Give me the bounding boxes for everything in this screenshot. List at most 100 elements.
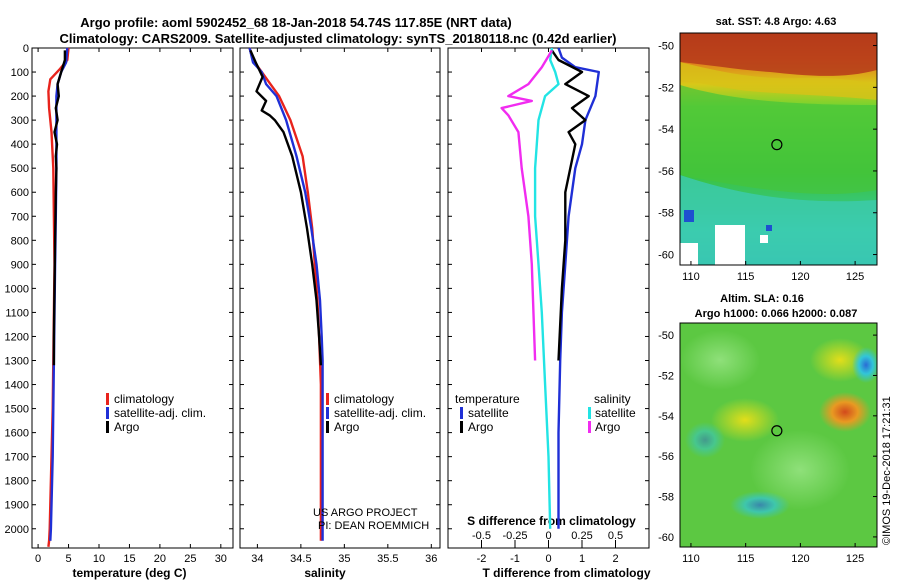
map-y-tick-label: -52 [658,82,674,94]
x-tick-label: 20 [154,553,166,565]
y-tick-label: 1700 [5,452,29,464]
salinity-panel: 34 34.5 35 35.5 36 salinity [239,47,441,580]
sla-map-title-2: Argo h1000: 0.066 h2000: 0.087 [695,308,858,320]
difference-legend: temperature satellite Argo salinity sate… [455,392,636,434]
sla-cyan-blob [685,422,725,458]
secondary-tick-label: 0.25 [571,530,592,542]
sla-light-blob [680,330,760,390]
map-x-tick-label: 125 [846,553,864,565]
x-tick-label: -1 [510,553,520,565]
map-x-tick-label: 120 [791,553,809,565]
x-tick-label: 25 [184,553,196,565]
sst-dark-pixels [766,225,772,231]
legend-climatology-swatch [326,393,329,405]
legend-t-argo-swatch [460,421,463,433]
secondary-axis-label: S difference from climatology [467,514,636,528]
sst-yellow-band [680,62,877,100]
y-tick-label: 2000 [5,524,29,536]
map-x-tick-label: 115 [737,271,755,283]
map-y-tick-label: -60 [658,532,674,544]
plot-frame [31,47,234,549]
y-tick-label: 1800 [5,476,29,488]
project-credit-line-2: PI: DEAN ROEMMICH [318,520,429,532]
sla-yellow-blob [711,398,779,442]
sla-cyan-blob [852,347,877,383]
sla-map-axes: 110 115 120 125 -50 -52 -54 -56 -58 -60 [658,330,877,565]
series-line-t-satellite [557,47,600,529]
series-line-s-argo [500,49,553,361]
y-tick-label: 700 [11,211,29,223]
x-tick-label: 35.5 [377,553,398,565]
legend-s-satellite-swatch [588,407,591,419]
legend-s-argo-label: Argo [595,420,621,434]
imos-credit: ©IMOS 19-Dec-2018 17:21:31 [881,396,893,545]
x-axis-label: salinity [304,566,346,580]
y-tick-label: 100 [11,67,29,79]
sla-map-frame [679,322,878,548]
x-axis-label: T difference from climatology [482,566,650,580]
secondary-tick-label: -0.5 [472,530,491,542]
series-line-s-satellite [533,47,560,529]
x-tick-label: 36 [425,553,437,565]
y-tick-label: 1100 [5,307,29,319]
map-y-tick-label: -50 [658,41,674,53]
plot-frame [239,47,441,549]
map-x-tick-label: 110 [682,553,700,565]
y-tick-label: 200 [11,91,29,103]
secondary-tick-label: 0.5 [608,530,623,542]
y-tick-label: 900 [11,259,29,271]
salinity-legend: climatology satellite-adj. clim. Argo [326,392,426,434]
y-tick-label: 1600 [5,428,29,440]
map-y-tick-label: -56 [658,451,674,463]
temperature-legend: climatology satellite-adj. clim. Argo [106,392,206,434]
series-line-argo [52,50,67,366]
map-x-tick-label: 115 [737,553,755,565]
float-position-marker [771,425,783,437]
legend-argo-swatch [326,421,329,433]
legend-s-satellite-label: satellite [595,406,636,420]
sst-missing-patch [760,235,768,243]
legend-s-argo-swatch [588,421,591,433]
map-y-tick-label: -52 [658,370,674,382]
map-y-tick-label: -54 [658,124,674,136]
sla-light-blob [750,430,850,510]
x-tick-label: 0 [545,553,551,565]
x-tick-label: 5 [65,553,71,565]
map-y-tick-label: -56 [658,166,674,178]
x-tick-label: 30 [215,553,227,565]
y-tick-label: 800 [11,235,29,247]
temperature-panel: 0100200300400500600700800900100011001200… [5,43,234,580]
sst-dark-pixels [684,210,694,222]
map-y-tick-label: -58 [658,492,674,504]
sst-map-frame [679,32,878,266]
series-line-argo [249,49,323,366]
legend-salinity-heading: salinity [594,392,631,406]
y-tick-label: 1400 [5,380,29,392]
map-y-tick-label: -50 [658,330,674,342]
sla-cyan-blob [730,491,790,519]
sst-missing-patch [715,225,745,265]
project-credit-line-1: US ARGO PROJECT [313,507,418,519]
series-line-climatology [248,47,323,541]
y-tick-label: 1300 [5,356,29,368]
sla-orange-blob [819,392,871,432]
sla-map-title-1: Altim. SLA: 0.16 [720,293,804,305]
difference-panel: -2 -1 0 1 2T difference from climatology S di… [447,47,651,580]
legend-climatology-swatch [106,393,109,405]
legend-argo-label: Argo [334,420,360,434]
x-tick-label: -2 [477,553,487,565]
y-tick-label: 400 [11,139,29,151]
legend-climatology-label: climatology [334,392,394,406]
legend-temperature-heading: temperature [455,392,520,406]
legend-satellite-label: satellite-adj. clim. [114,406,206,420]
y-tick-label: 1900 [5,500,29,512]
y-tick-label: 600 [11,187,29,199]
title-line-2: Climatology: CARS2009. Satellite-adjuste… [59,31,616,46]
secondary-tick-label: -0.25 [502,530,527,542]
sst-missing-patch [680,243,698,265]
x-tick-label: 0 [35,553,41,565]
map-x-tick-label: 110 [682,271,700,283]
y-tick-label: 500 [11,163,29,175]
map-x-tick-label: 120 [791,271,809,283]
secondary-tick-label: 0 [545,530,551,542]
